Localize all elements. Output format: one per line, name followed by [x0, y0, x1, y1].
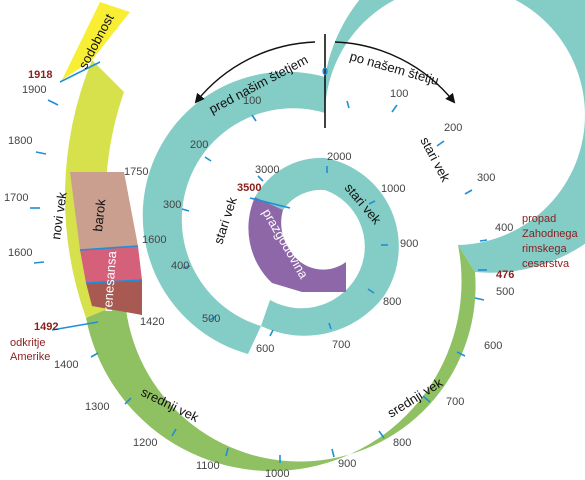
year-label-600ad: 600: [484, 340, 502, 352]
year-tick: [225, 447, 229, 457]
year-tick: [328, 322, 332, 330]
year-tick: [456, 351, 466, 357]
year-label-100ad: 100: [390, 88, 408, 100]
year-label-1700: 1700: [4, 192, 28, 204]
year-label-400ad: 400: [495, 222, 513, 234]
year-tick: [124, 397, 132, 405]
year-tick: [79, 245, 139, 251]
year-tick: [35, 151, 47, 155]
arrow-before: [194, 41, 316, 104]
year-tick: [59, 61, 101, 83]
year-tick: [90, 352, 99, 358]
year-tick: [391, 104, 398, 113]
arrow-after: [334, 41, 456, 104]
year-tick: [436, 140, 445, 147]
year-label-1492: 1492: [34, 321, 58, 333]
era-label-antiquity-ad: stari vek: [417, 134, 453, 184]
year-tick: [368, 200, 376, 205]
year-label-1000: 1000: [265, 468, 289, 480]
year-tick: [182, 265, 191, 269]
year-label-600: 600: [256, 343, 274, 355]
year-label-3500: 3500: [237, 182, 261, 194]
year-label-300bc: 300: [163, 199, 181, 211]
year-tick: [51, 321, 99, 331]
note-discovery-america: odkritje Amerike: [10, 337, 50, 363]
year-label-2000: 2000: [327, 151, 351, 163]
year-label-1600-band: 1600: [142, 234, 166, 246]
year-label-1000: 1000: [381, 183, 405, 195]
year-tick: [85, 279, 143, 284]
year-tick: [209, 315, 217, 321]
antiquity-inner-band: [255, 157, 399, 336]
svg-text:rimskega: rimskega: [522, 243, 568, 255]
year-tick: [251, 114, 257, 122]
year-label-700: 700: [332, 339, 350, 351]
year-tick: [331, 448, 335, 458]
antiquity-outer-band: [325, 0, 585, 273]
renaissance-pink-band: [80, 246, 142, 283]
year-tick: [269, 329, 274, 337]
era-label-antiquity-outer: stari vek: [211, 195, 240, 246]
year-tick: [257, 175, 264, 182]
year-label-1300: 1300: [85, 401, 109, 413]
year-label-900: 900: [400, 238, 418, 250]
zero-year-label: 0: [322, 66, 328, 78]
year-label-1800: 1800: [8, 135, 32, 147]
era-label-renaissance: renesansa: [100, 250, 119, 312]
year-label-1400: 1400: [54, 359, 78, 371]
year-label-500ad: 500: [496, 286, 514, 298]
year-label-300ad: 300: [477, 172, 495, 184]
year-label-400bc: 400: [171, 260, 189, 272]
year-tick: [378, 430, 385, 439]
year-tick: [474, 297, 485, 301]
svg-text:Zahodnega: Zahodnega: [522, 228, 579, 240]
year-label-200ad: 200: [444, 122, 462, 134]
year-label-476: 476: [496, 269, 514, 281]
year-tick: [464, 189, 473, 195]
svg-text:cesarstva: cesarstva: [522, 258, 570, 270]
year-label-900ad: 900: [338, 458, 356, 470]
svg-text:odkritje: odkritje: [10, 337, 45, 349]
year-tick: [422, 395, 431, 403]
after-era-label: po našem štetju: [348, 48, 440, 88]
year-label-1600: 1600: [8, 247, 32, 259]
year-tick: [204, 156, 212, 162]
year-label-700ad: 700: [446, 396, 464, 408]
year-label-800ad: 800: [393, 437, 411, 449]
era-label-modern-age: novi vek: [48, 191, 70, 241]
svg-text:Amerike: Amerike: [10, 351, 50, 363]
year-tick: [47, 99, 59, 106]
year-tick: [171, 428, 177, 437]
year-tick: [346, 100, 350, 109]
note-fall-of-rome: propad Zahodnega rimskega cesarstva: [522, 213, 579, 270]
baroque-band: [70, 172, 138, 250]
year-label-1420: 1420: [140, 316, 164, 328]
year-tick: [181, 208, 190, 212]
year-label-1900: 1900: [22, 84, 46, 96]
year-label-200bc: 200: [190, 139, 208, 151]
contemporary-band: [62, 2, 130, 80]
year-tick: [479, 239, 488, 242]
year-label-1750: 1750: [124, 166, 148, 178]
year-label-100bc: 100: [243, 95, 261, 107]
year-tick: [33, 261, 45, 264]
year-label-500bc: 500: [202, 313, 220, 325]
year-ticks: [30, 61, 488, 463]
year-tick: [249, 197, 291, 209]
year-label-1100: 1100: [196, 460, 220, 472]
year-label-1918: 1918: [28, 69, 52, 81]
era-label-baroque: barok: [90, 198, 108, 232]
year-tick: [367, 288, 375, 294]
year-label-1200: 1200: [133, 437, 157, 449]
renaissance-band: [86, 280, 142, 315]
year-label-3000: 3000: [255, 164, 279, 176]
antiquity-ring-band: [142, 71, 325, 355]
svg-text:propad: propad: [522, 213, 556, 225]
year-label-800: 800: [383, 296, 401, 308]
prehistory-band: [248, 197, 346, 292]
